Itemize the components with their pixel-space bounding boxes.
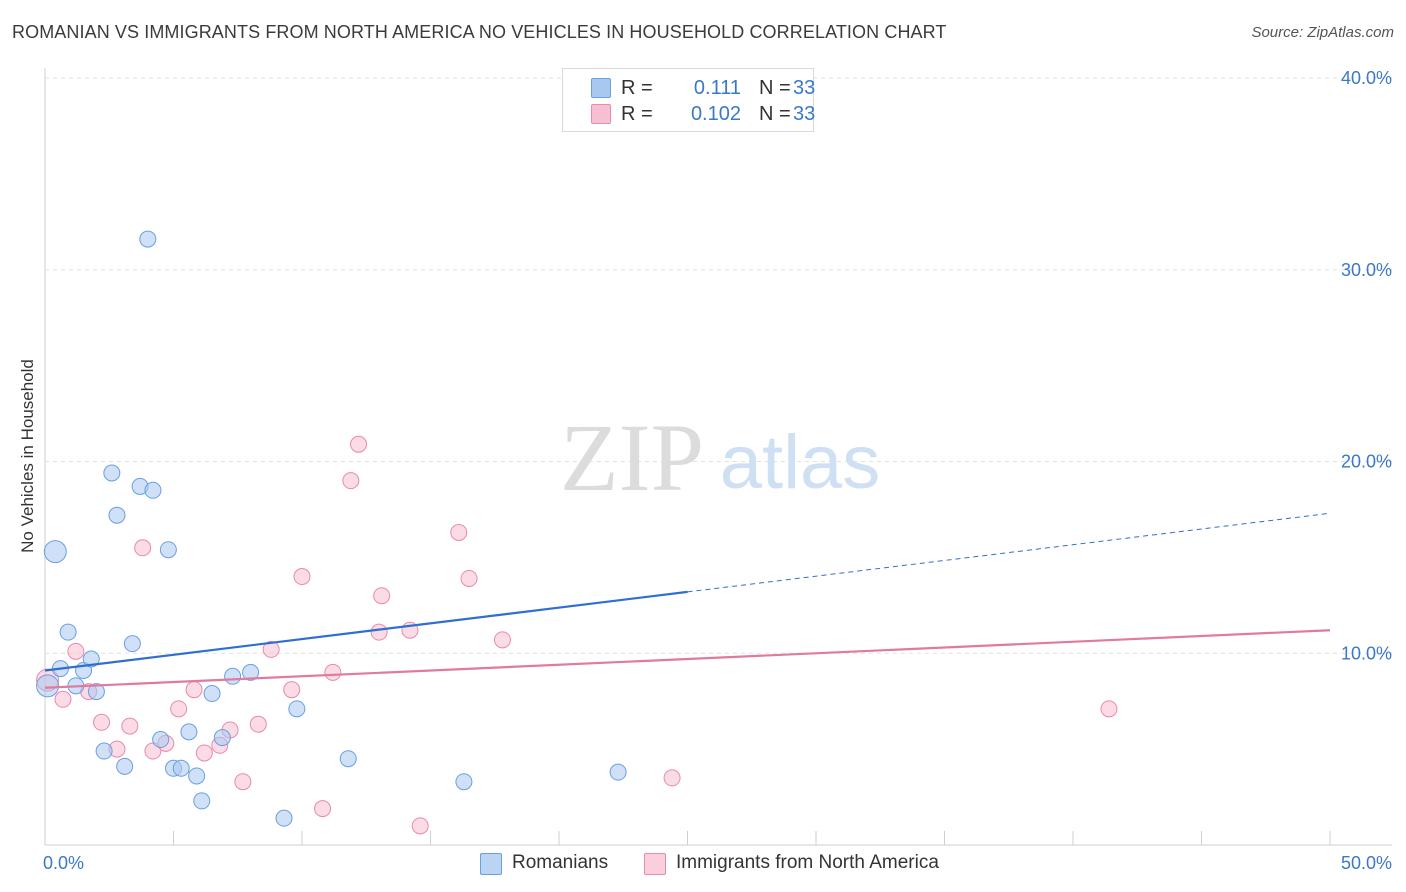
watermark-atlas: atlas <box>720 420 881 505</box>
legend-swatch-immigrants <box>644 853 666 875</box>
point-immigrants <box>249 715 267 733</box>
legend-n-value: 33 <box>793 103 816 125</box>
legend-label-romanians: Romanians <box>512 852 609 873</box>
point-immigrants <box>54 690 72 708</box>
y-tick-label: 30.0% <box>1341 260 1392 280</box>
point-romanians <box>116 757 134 775</box>
point-immigrants <box>373 587 391 605</box>
point-romanians <box>193 792 211 810</box>
point-romanians <box>242 663 260 681</box>
point-romanians <box>159 541 177 559</box>
point-romanians <box>87 683 105 701</box>
point-romanians <box>203 685 221 703</box>
point-romanians <box>213 729 231 747</box>
trend-line-romanians <box>44 590 688 672</box>
legend-swatch-blue <box>591 78 611 98</box>
x-tick-label-min: 0.0% <box>43 853 84 873</box>
point-romanians <box>103 464 121 482</box>
source-label: Source: ZipAtlas.com <box>1251 24 1394 41</box>
point-immigrants <box>67 642 85 660</box>
watermark-zip: ZIP <box>560 404 704 511</box>
y-tick-label: 40.0% <box>1341 68 1392 88</box>
point-immigrants <box>170 700 188 718</box>
point-romanians <box>339 750 357 768</box>
point-romanians <box>188 767 206 785</box>
point-romanians <box>144 481 162 499</box>
watermark: ZIP atlas <box>560 404 880 511</box>
stats-legend: R = 0.111 N = 33 R = 0.102 N = 33 <box>562 68 816 132</box>
point-immigrants <box>1100 700 1118 718</box>
point-immigrants <box>234 773 252 791</box>
point-immigrants <box>370 623 388 641</box>
legend-n-label: N = <box>759 103 791 125</box>
legend-n-value: 33 <box>793 77 816 99</box>
trend-line-romanians-extension <box>687 512 1331 593</box>
point-immigrants <box>460 569 478 587</box>
point-romanians <box>123 635 141 653</box>
legend-r-value: 0.111 <box>693 77 741 99</box>
point-immigrants <box>350 435 368 453</box>
legend-swatch-pink <box>591 104 611 124</box>
point-romanians <box>275 809 293 827</box>
point-immigrants <box>324 663 342 681</box>
point-immigrants <box>195 744 213 762</box>
point-romanians <box>455 773 473 791</box>
x-tick-label-max: 50.0% <box>1341 853 1392 873</box>
point-romanians <box>59 623 77 641</box>
tick-labels: 10.0% 20.0% 30.0% 40.0% 0.0% 50.0% <box>43 68 1392 873</box>
legend-r-label: R = <box>621 77 653 99</box>
y-tick-label: 20.0% <box>1341 452 1392 472</box>
trend-lines <box>44 512 1331 689</box>
point-romanians <box>152 731 170 749</box>
point-immigrants <box>185 681 203 699</box>
point-romanians <box>609 763 627 781</box>
point-romanians <box>43 540 67 564</box>
point-immigrants <box>134 539 152 557</box>
chart-title: ROMANIAN VS IMMIGRANTS FROM NORTH AMERIC… <box>12 22 947 42</box>
trend-line-immigrants <box>44 629 1331 689</box>
point-immigrants <box>411 817 429 835</box>
legend-label-immigrants: Immigrants from North America <box>676 852 939 873</box>
legend-r-value: 0.102 <box>690 103 741 125</box>
point-romanians <box>288 700 306 718</box>
point-romanians <box>224 667 242 685</box>
point-immigrants <box>283 681 301 699</box>
point-immigrants <box>493 631 511 649</box>
point-romanians <box>139 230 157 248</box>
point-romanians <box>108 506 126 524</box>
point-immigrants <box>450 523 468 541</box>
legend-swatch-romanians <box>480 853 502 875</box>
point-romanians <box>172 759 190 777</box>
point-immigrants <box>262 640 280 658</box>
gridlines <box>45 77 1392 654</box>
point-romanians <box>180 723 198 741</box>
legend-r-label: R = <box>621 103 653 125</box>
point-immigrants <box>93 713 111 731</box>
data-points <box>36 82 1118 835</box>
point-immigrants <box>663 769 681 787</box>
point-immigrants <box>342 472 360 490</box>
point-romanians <box>36 674 60 698</box>
y-tick-label: 10.0% <box>1341 643 1392 663</box>
axes <box>44 68 1392 846</box>
point-immigrants <box>121 717 139 735</box>
point-romanians <box>82 650 100 668</box>
point-immigrants <box>314 800 332 818</box>
legend-n-label: N = <box>759 77 791 99</box>
point-romanians <box>95 742 113 760</box>
point-immigrants <box>293 568 311 586</box>
